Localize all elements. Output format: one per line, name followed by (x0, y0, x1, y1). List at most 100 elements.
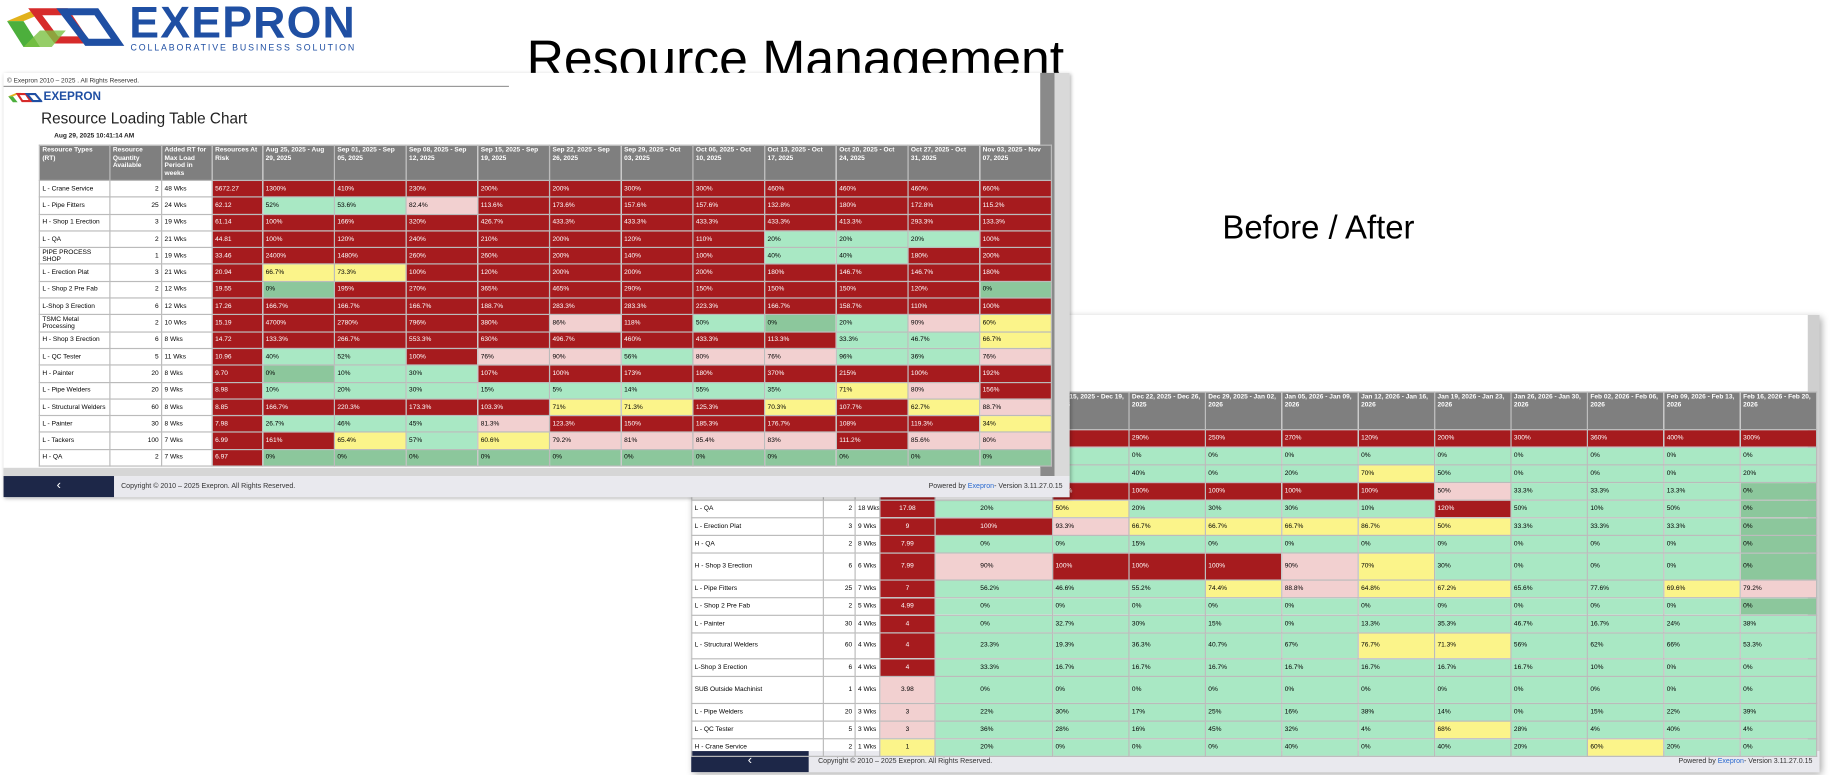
copyright: Copyright © 2010 – 2025 Exepron. All Rig… (121, 483, 296, 491)
table-cell: 0% (934, 596, 1054, 616)
table-row: H - Shop 3 Erection 6 8 Wks 14.72 133.3% 266.… (38, 331, 1052, 350)
table-cell: 20% (764, 230, 837, 249)
table-cell: 0% (1128, 596, 1206, 616)
table-cell: 10 Wks (161, 314, 213, 333)
table-cell: 100% (262, 230, 335, 249)
table-cell: 0% (1663, 464, 1741, 484)
table-row: PIPE PROCESS SHOP 1 19 Wks 33.46 2400% 1480% 2… (38, 247, 1052, 266)
footer: ‹ Copyright © 2010 – 2025 Exepron. All R… (691, 751, 1820, 773)
table-cell: 3 (109, 263, 163, 282)
table-cell: 40% (1433, 737, 1512, 757)
table-cell: 21 Wks (161, 230, 213, 249)
table-cell: 166% (333, 213, 407, 232)
table-cell: 150% (835, 280, 909, 299)
table-cell: 16.7% (1586, 614, 1665, 633)
table-cell: 215% (835, 364, 909, 383)
powered-link[interactable]: Exepron (967, 483, 995, 491)
table-cell: 10.96 (211, 347, 264, 366)
table-cell: 7.99 (879, 552, 936, 581)
table-cell: 56.2% (934, 578, 1054, 598)
powered-link[interactable]: Exepron (1717, 758, 1744, 766)
table-cell: 460% (835, 179, 909, 198)
table-cell: 185.3% (692, 415, 766, 434)
table-cell: 46.6% (1051, 578, 1130, 598)
table-cell: 22% (1663, 702, 1741, 722)
table-cell: 220.3% (333, 398, 407, 417)
table-cell: 410% (333, 179, 407, 198)
table-cell: 0% (262, 280, 335, 299)
table-cell: 61.14 (211, 213, 264, 232)
table-cell: 90% (548, 347, 622, 366)
powered-by: Powered by Exepron- Version 3.11.27.0.15 (1678, 758, 1812, 765)
table-cell: 2 (109, 448, 163, 467)
table-cell: 40% (262, 347, 335, 366)
nav-button[interactable]: ‹ (3, 476, 115, 498)
table-row: L - Structural Welders 60 8 Wks 8.85 166.7% 2… (38, 398, 1052, 417)
row-label: L - Pipe Welders (691, 702, 824, 722)
table-cell: 2780% (333, 314, 407, 333)
table-cell: 2 (109, 314, 163, 333)
table-cell: 80% (907, 381, 981, 400)
table-cell: 0% (1663, 675, 1741, 704)
row-label: L - Pipe Welders (38, 381, 111, 400)
column-header: Oct 27, 2025 - Oct 31, 2025 (907, 144, 981, 182)
before-screenshot: © Exepron 2010 – 2025 . All Rights Reser… (3, 72, 1070, 498)
table-cell: 40% (1128, 464, 1206, 484)
table-cell: 66.7% (1204, 517, 1283, 536)
table-cell: 1300% (262, 179, 335, 198)
table-cell: 64.8% (1357, 578, 1436, 598)
scrollbar (3, 467, 1041, 477)
table-cell: 65.4% (333, 431, 407, 450)
table-cell: 67.2% (1433, 578, 1512, 598)
table-cell: 15.19 (211, 314, 264, 333)
table-cell: 300% (620, 179, 694, 198)
table-cell: 192% (979, 364, 1052, 383)
table-cell: 6 Wks (854, 552, 881, 581)
table-cell: 6 (109, 297, 163, 316)
mini-brand: EXEPRON (43, 90, 101, 104)
table-cell: 0% (1739, 675, 1818, 704)
table-cell: 100% (548, 364, 622, 383)
table-cell: 156% (979, 381, 1052, 400)
table-cell: 0% (934, 614, 1054, 633)
table-cell: 365% (477, 280, 551, 299)
table-cell: 6.99 (211, 431, 264, 450)
table-cell: 0% (1586, 596, 1665, 616)
table-cell: 0% (1510, 552, 1588, 581)
table-cell: 30% (1128, 614, 1206, 633)
table-cell: 460% (620, 331, 694, 350)
table-cell: 17.98 (879, 499, 936, 519)
row-label: H - Shop 3 Erection (38, 331, 111, 350)
table-cell: 25% (1204, 702, 1283, 722)
table-cell: 79.2% (548, 431, 622, 450)
table-cell: 20% (835, 230, 909, 249)
column-header: Nov 03, 2025 - Nov 07, 2025 (979, 144, 1052, 182)
table-cell: 2 (109, 179, 163, 198)
row-label: H - Painter (38, 364, 111, 383)
table-cell: 7 Wks (161, 448, 213, 467)
table-cell: 140% (620, 247, 694, 266)
table-cell: 16% (1281, 702, 1359, 722)
table-cell: 77.6% (1586, 578, 1665, 598)
table-cell: 283.3% (548, 297, 622, 316)
table-cell: 40% (835, 247, 909, 266)
table-cell: 200% (979, 247, 1052, 266)
nav-button[interactable]: ‹ (691, 751, 809, 773)
table-cell: 0% (1510, 446, 1588, 466)
table-cell: 120% (1357, 429, 1436, 448)
table-cell: 223.3% (692, 297, 766, 316)
row-label: L - Pipe Fitters (691, 578, 824, 598)
table-cell: 0% (1739, 499, 1818, 519)
table-cell: 103.3% (477, 398, 551, 417)
table-cell: 81% (620, 431, 694, 450)
table-cell: 65.6% (1510, 578, 1588, 598)
table-cell: 4 (879, 658, 936, 678)
table-cell: 20% (1281, 464, 1359, 484)
table-cell: 0% (333, 448, 407, 467)
table-cell: 28% (1051, 719, 1130, 739)
table-cell: 36% (934, 719, 1054, 739)
table-cell: 290% (620, 280, 694, 299)
table-cell: 62.7% (907, 398, 981, 417)
table-cell: 13.3% (1357, 614, 1436, 633)
